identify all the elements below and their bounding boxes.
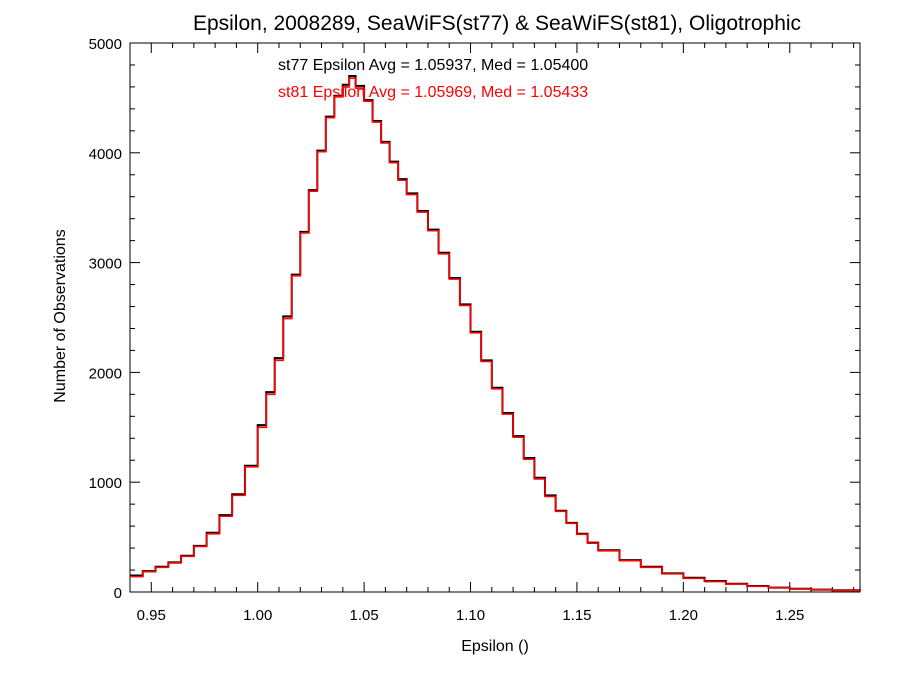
x-axis-label: Epsilon ()	[461, 638, 529, 655]
x-tick-label: 1.00	[243, 607, 272, 624]
y-tick-label: 2000	[89, 365, 122, 382]
annotation-2: st81 Epsilon Avg = 1.05969, Med = 1.0543…	[278, 84, 588, 101]
y-axis-label: Number of Observations	[52, 229, 69, 402]
x-tick-label: 1.10	[456, 607, 485, 624]
x-tick-label: 1.05	[350, 607, 379, 624]
plot-frame	[129, 42, 861, 593]
x-tick-label: 0.95	[137, 607, 166, 624]
chart-title: Epsilon, 2008289, SeaWiFS(st77) & SeaWiF…	[193, 12, 801, 35]
histogram-series-2	[130, 77, 861, 592]
x-tick-label: 1.15	[562, 607, 591, 624]
y-tick-label: 1000	[89, 475, 122, 492]
y-tick-label: 0	[114, 585, 122, 602]
x-tick-label: 1.20	[669, 607, 698, 624]
y-tick-label: 3000	[89, 256, 122, 273]
x-tick-label: 1.25	[775, 607, 804, 624]
annotation-1: st77 Epsilon Avg = 1.05937, Med = 1.0540…	[278, 57, 588, 74]
y-tick-label: 5000	[89, 36, 122, 53]
y-tick-label: 4000	[89, 146, 122, 163]
histogram-series-1	[130, 74, 861, 592]
plot-area: 0.95 1.00 1.05 1.10 1.15 1.20 1.25 0 1000 2000 300…	[89, 36, 861, 624]
